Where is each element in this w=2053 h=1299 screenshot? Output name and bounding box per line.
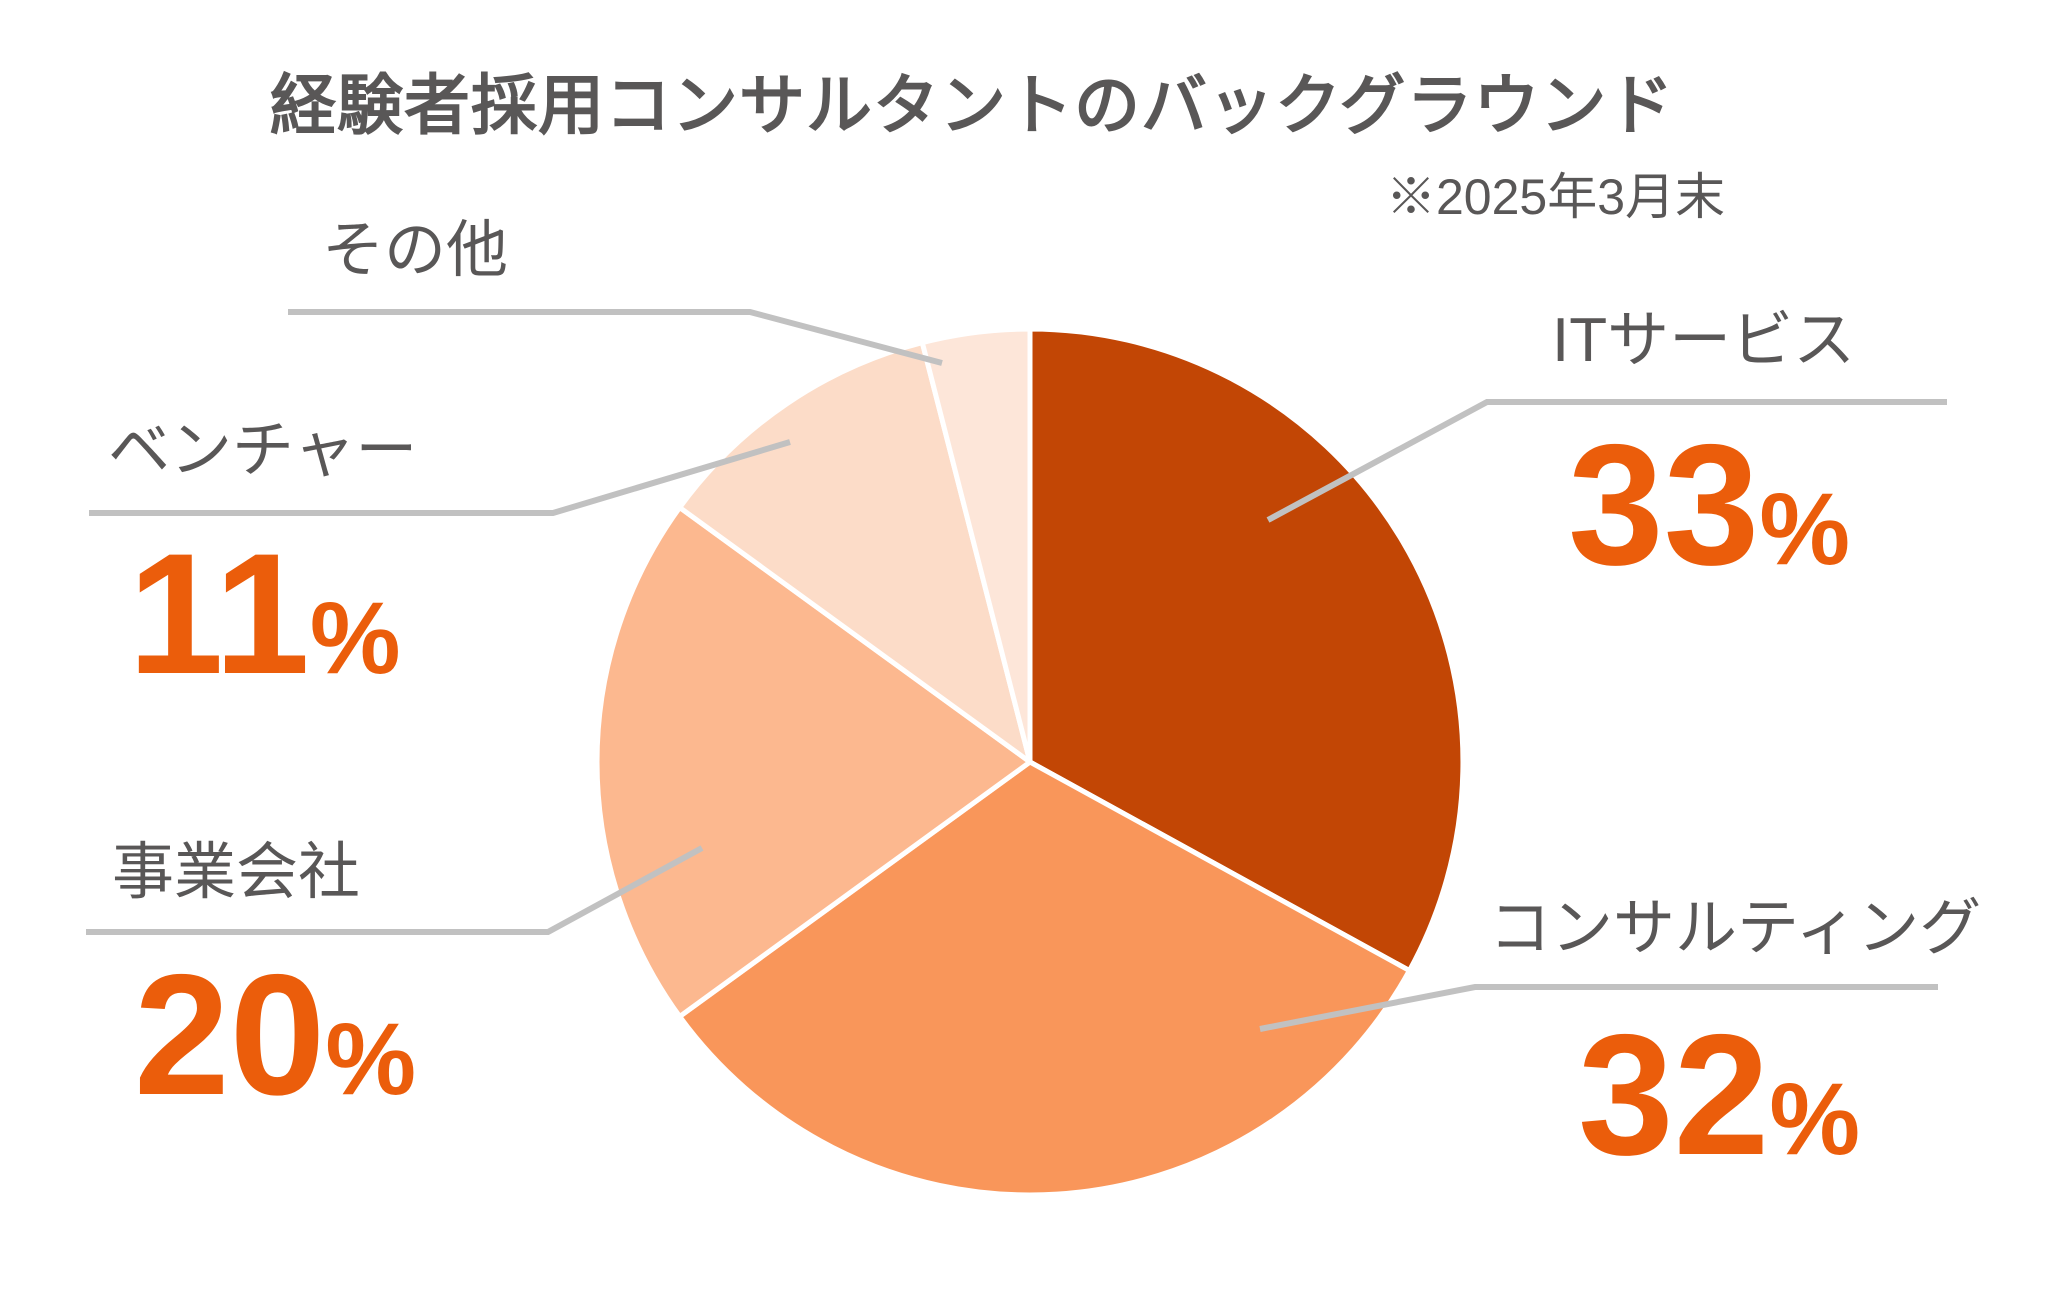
leader-line-other bbox=[288, 309, 943, 366]
pie-slice-2 bbox=[594, 505, 1033, 1019]
slice-label-other: その他 bbox=[322, 216, 509, 285]
pie-slice-4 bbox=[919, 326, 1033, 765]
percent-sign: % bbox=[309, 581, 401, 695]
leader-line-consulting bbox=[1259, 984, 1938, 1032]
slice-label-consulting: コンサルティング bbox=[1489, 894, 1982, 963]
chart-title: 経験者採用コンサルタントのバックグラウンド bbox=[270, 68, 1675, 142]
percent-value: 11 bbox=[128, 518, 310, 710]
slice-label-it-service: ITサービス bbox=[1552, 306, 1856, 375]
percent-sign: % bbox=[1769, 1062, 1861, 1176]
slice-label-business: 事業会社 bbox=[112, 838, 361, 907]
slice-value-it-service: 33% bbox=[1568, 419, 1850, 591]
percent-value: 20 bbox=[134, 939, 326, 1131]
slice-label-venture: ベンチャー bbox=[108, 416, 418, 485]
percent-value: 32 bbox=[1578, 999, 1770, 1191]
percent-sign: % bbox=[325, 1002, 417, 1116]
pie-slice-0 bbox=[1027, 326, 1466, 974]
leader-line-venture bbox=[89, 439, 791, 516]
slice-value-business: 20% bbox=[134, 949, 416, 1121]
percent-sign: % bbox=[1759, 472, 1851, 586]
slice-value-venture: 11% bbox=[128, 528, 401, 700]
percent-value: 33 bbox=[1568, 409, 1760, 601]
slice-value-consulting: 32% bbox=[1578, 1009, 1860, 1181]
leader-line-it-service bbox=[1266, 399, 1947, 523]
chart-note: ※2025年3月末 bbox=[1386, 169, 1726, 225]
pie-slice-1 bbox=[677, 759, 1412, 1198]
leader-line-business bbox=[86, 845, 704, 935]
